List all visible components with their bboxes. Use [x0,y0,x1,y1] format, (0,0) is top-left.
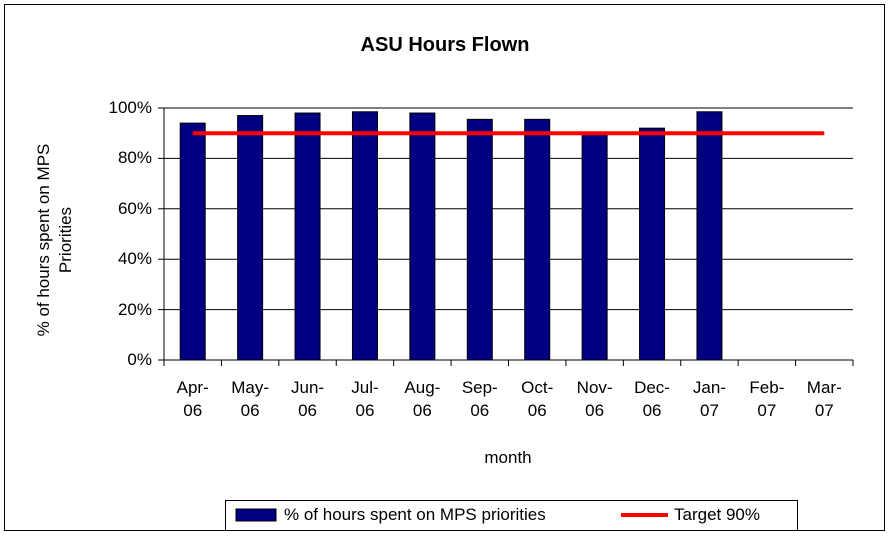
bar [179,122,206,361]
bar [639,127,666,361]
x-tick-label: Jun-06 [290,378,325,420]
x-tick-label: Jul-06 [351,378,379,420]
bar [466,118,493,361]
y-tick-label: 100% [108,98,152,117]
bar [409,112,436,361]
y-tick-label: 60% [117,198,152,218]
x-tick-label: Mar-07 [806,378,842,420]
x-tick-label: Aug-06 [404,378,441,420]
x-tick-label: Jan-07 [692,378,726,420]
y-tick-label: 0% [127,350,152,369]
y-axis-title: % of hours spent on MPS Priorities [34,143,75,337]
bar [237,115,264,361]
legend-label: % of hours spent on MPS priorities [284,505,546,524]
bar [696,111,723,361]
bar [581,132,608,361]
bar [524,118,551,361]
legend-swatch [235,508,277,522]
legend-label: Target 90% [674,505,760,524]
bar [351,111,378,361]
chart-title: ASU Hours Flown [360,34,530,56]
y-tick-label: 80% [117,148,152,168]
y-tick-label: 20% [117,299,152,319]
x-tick-label: Oct-06 [521,378,554,420]
x-tick-label: Dec-06 [634,378,670,420]
x-axis-title: month [484,448,532,467]
x-tick-label: Feb-07 [749,378,785,420]
x-tick-label: Nov-06 [576,378,613,420]
x-tick-label: Sep-06 [461,378,498,420]
x-tick-label: May-06 [231,378,270,420]
legend-box [225,500,798,531]
plot-area [164,108,853,360]
x-tick-label: Apr-06 [176,378,209,420]
bar [294,112,321,361]
y-tick-label: 40% [117,249,152,269]
